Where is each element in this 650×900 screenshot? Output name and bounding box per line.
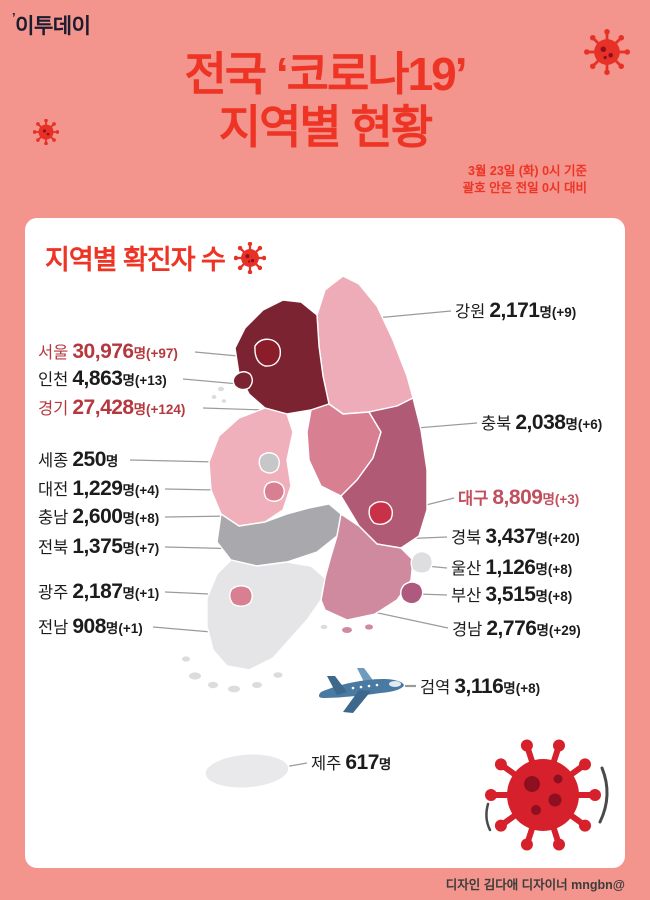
region-label-ulsan: 울산 1,126명(+8) [451, 556, 573, 579]
map-region-chungnam [208, 407, 294, 527]
region-label-gyeonggi: 경기 27,428명(+124) [38, 396, 186, 419]
region-label-gwangju: 광주 2,187명(+1) [38, 580, 160, 603]
map-region-daegu [368, 500, 394, 526]
designer-credit: 디자인 김다애 디자이너 mngbn@ [445, 878, 625, 892]
virus-icon-large [485, 739, 609, 851]
map-region-jeju [204, 753, 290, 789]
region-label-seoul: 서울 30,976명(+97) [38, 340, 178, 363]
region-label-chungbuk: 충북 2,038명(+6) [481, 411, 603, 434]
map-islands-south [342, 624, 373, 633]
virus-icon-heading [233, 241, 266, 274]
region-label-jeonnam: 전남 908명(+1) [38, 615, 143, 638]
virus-icon-small-topright [584, 29, 630, 75]
date-note-line2: 괄호 안은 전일 0시 대비 [462, 181, 587, 195]
page-title-line2: 지역별 현황 [218, 101, 433, 153]
map-region-gyeonggi [234, 299, 330, 415]
region-label-gyeongbuk: 경북 3,437명(+20) [451, 525, 580, 548]
region-label-gangwon: 강원 2,171명(+9) [455, 299, 577, 322]
virus-icon-small-left [33, 119, 59, 145]
map-region-gyeongnam [320, 513, 414, 621]
region-label-quarantine: 검역 3,116명(+8) [420, 675, 541, 698]
region-label-jeonbuk: 전북 1,375명(+7) [38, 535, 160, 558]
card-heading: 지역별 확진자 수 [45, 238, 266, 277]
region-label-incheon: 인천 4,863명(+13) [38, 367, 167, 390]
card-heading-text: 지역별 확진자 수 [45, 245, 226, 275]
region-label-sejong: 세종 250명 [38, 448, 119, 471]
airplane-icon [318, 668, 404, 713]
region-label-jeju: 제주 617명 [311, 751, 392, 774]
page-title: 전국 ‘코로나19’ 지역별 현황 [0, 48, 650, 154]
map-islands [182, 386, 328, 693]
map-region-sejong [258, 452, 280, 474]
logo-text: 이투데이 [15, 15, 91, 38]
page-title-line1: 전국 ‘코로나19’ [184, 48, 467, 100]
infographic-card: 지역별 확진자 수 서울 30,976명(+97) 인천 4,863명(+13) 경… [25, 218, 625, 868]
region-label-daegu: 대구 8,809명(+3) [458, 486, 580, 509]
map-region-daejeon [263, 481, 285, 502]
map-region-gwangju [229, 585, 253, 607]
region-label-daejeon: 대전 1,229명(+4) [38, 477, 160, 500]
map-region-busan [400, 581, 424, 605]
date-note: 3월 23일 (화) 0시 기준 괄호 안은 전일 0시 대비 [463, 163, 587, 197]
logo-tick: ’ [12, 10, 16, 25]
region-label-chungnam: 충남 2,600명(+8) [38, 505, 160, 528]
korea-map-art [129, 275, 609, 851]
map-region-gangwon [316, 275, 414, 415]
map-region-ulsan [410, 550, 433, 574]
map-region-seoul [254, 338, 282, 367]
map-provinces [204, 275, 433, 789]
map-region-incheon [232, 371, 253, 391]
logo-etoday: ’이투데이 [12, 10, 91, 40]
region-label-gyeongnam: 경남 2,776명(+29) [452, 617, 581, 640]
map-region-jeonnam [206, 559, 326, 671]
region-label-busan: 부산 3,515명(+8) [451, 583, 573, 606]
date-note-line1: 3월 23일 (화) 0시 기준 [467, 164, 587, 178]
